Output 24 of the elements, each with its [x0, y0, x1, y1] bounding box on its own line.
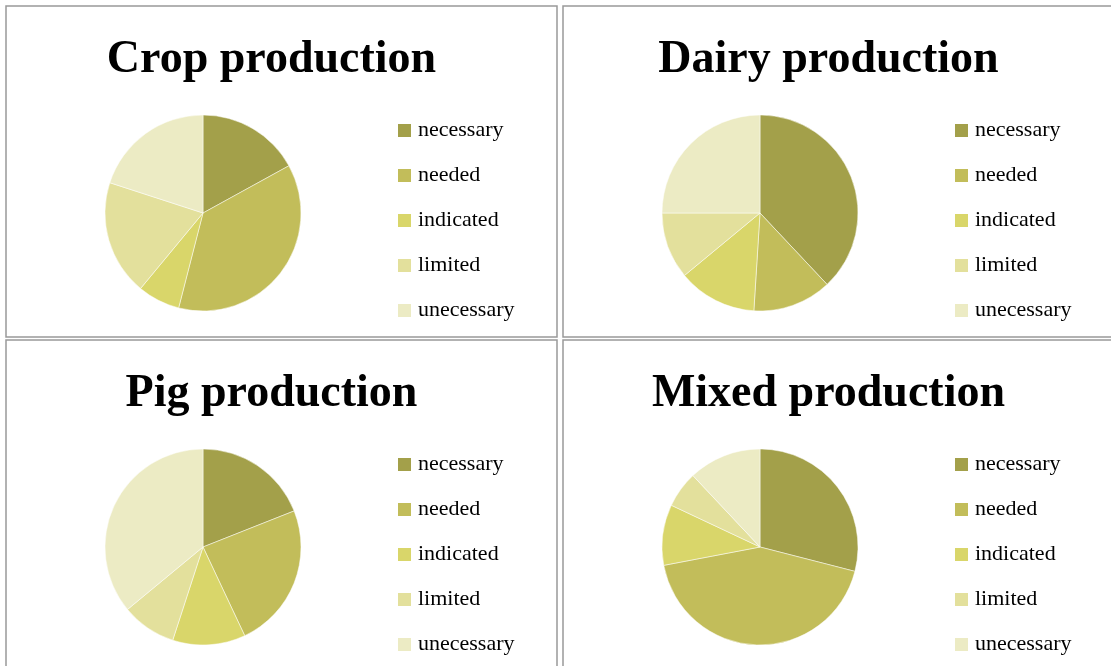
- legend-label: indicated: [418, 206, 499, 231]
- legend-label: needed: [418, 495, 481, 520]
- legend-label: indicated: [975, 540, 1056, 565]
- chart-title: Mixed production: [651, 365, 1006, 416]
- legend-label: needed: [975, 161, 1038, 186]
- legend-label: limited: [418, 585, 481, 610]
- legend-label: necessary: [418, 116, 504, 141]
- legend-label: limited: [975, 585, 1038, 610]
- legend-label: unecessary: [975, 630, 1072, 655]
- chart-title: Crop production: [106, 31, 437, 82]
- legend-label: unecessary: [418, 630, 515, 655]
- legend-label: needed: [418, 161, 481, 186]
- legend-label: unecessary: [975, 296, 1072, 321]
- legend-label: limited: [975, 251, 1038, 276]
- legend-label: indicated: [975, 206, 1056, 231]
- chart-title: Pig production: [125, 365, 418, 416]
- legend-label: limited: [418, 251, 481, 276]
- legend-label: necessary: [975, 450, 1061, 475]
- legend-label: unecessary: [418, 296, 515, 321]
- legend-label: necessary: [418, 450, 504, 475]
- legend-label: indicated: [418, 540, 499, 565]
- legend-label: needed: [975, 495, 1038, 520]
- legend-label: necessary: [975, 116, 1061, 141]
- chart-title: Dairy production: [658, 31, 999, 82]
